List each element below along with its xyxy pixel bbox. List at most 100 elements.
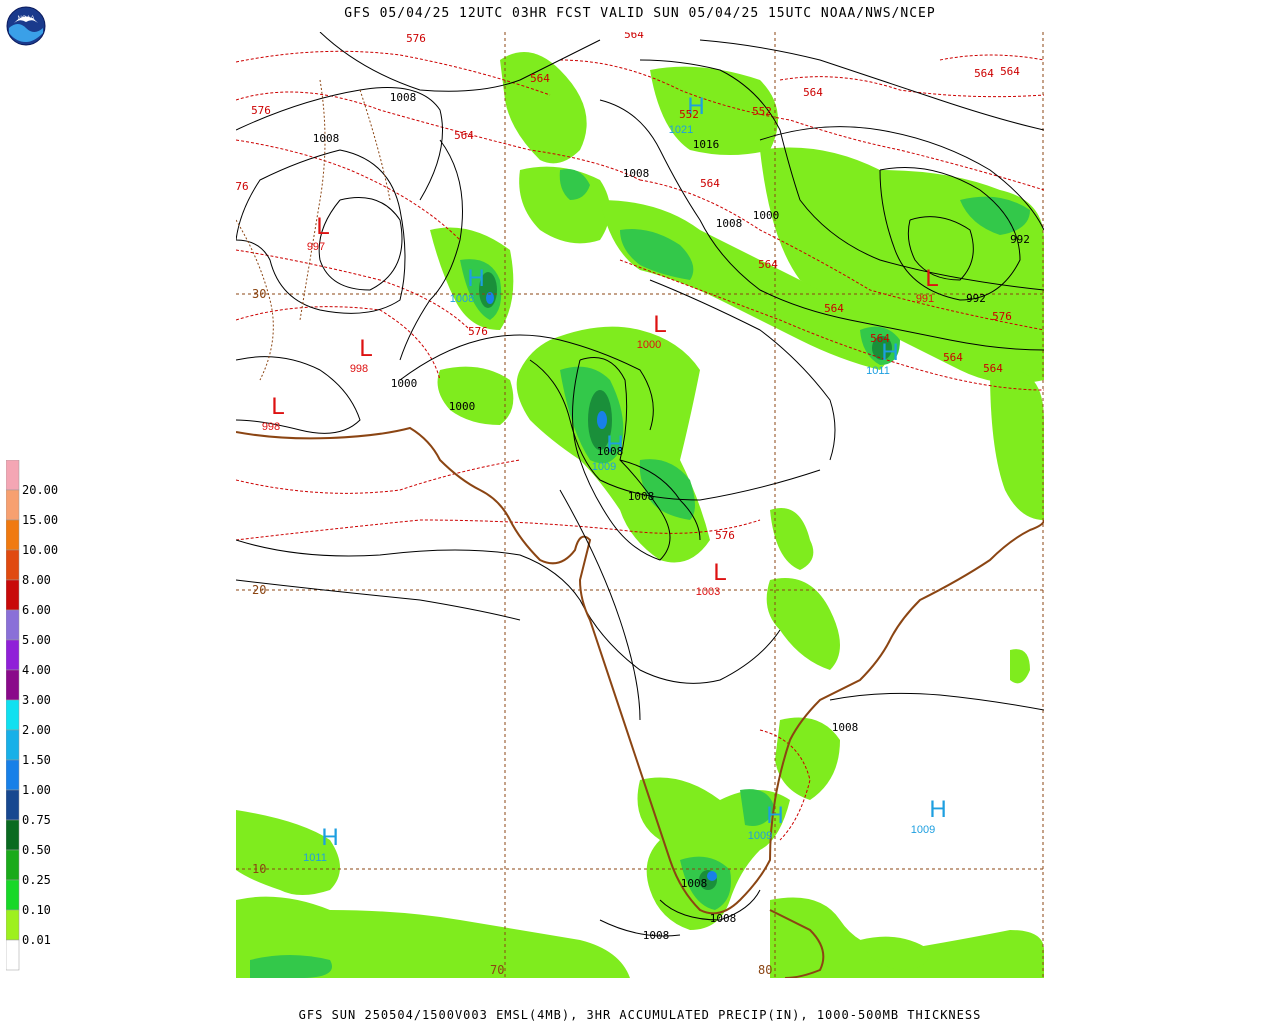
isobar-labels: 1008 1008 1016 1008 1008 1000 1000 1000 … <box>313 91 1030 942</box>
svg-text:H: H <box>687 93 704 120</box>
thickness-label: 564 <box>983 362 1003 375</box>
isobar-label: 1008 <box>643 929 670 942</box>
thickness-label: 576 <box>251 104 271 117</box>
legend-label: 4.00 <box>22 663 51 677</box>
legend-swatch <box>6 759 20 791</box>
lat-label: 10 <box>252 862 266 876</box>
thickness-label: 564 <box>803 86 823 99</box>
legend-swatch <box>6 789 20 821</box>
svg-text:L: L <box>925 265 938 292</box>
svg-text:L: L <box>359 335 372 362</box>
thickness-label: 564 <box>530 72 550 85</box>
isobars <box>236 32 1044 937</box>
thickness-label: 552 <box>679 108 699 121</box>
high-center-value: 1021 <box>669 124 693 136</box>
legend-swatch <box>6 699 20 731</box>
low-center-value: 1000 <box>637 339 661 351</box>
thickness-label: 564 <box>1000 65 1020 78</box>
legend-swatch <box>6 849 20 881</box>
thickness-label: 564 <box>758 258 778 271</box>
legend-label: 0.50 <box>22 843 51 857</box>
legend-swatch <box>6 579 20 611</box>
legend-label: 2.00 <box>22 723 51 737</box>
legend-label: 6.00 <box>22 603 51 617</box>
high-center: H 1021 <box>669 93 705 136</box>
legend-swatch <box>6 489 20 521</box>
legend-label: 0.75 <box>22 813 51 827</box>
isobar-label: 1008 <box>623 167 650 180</box>
legend-swatch <box>6 669 20 701</box>
isobar-label: 1000 <box>449 400 476 413</box>
thickness-label: 76 <box>236 180 249 193</box>
legend-swatch <box>6 639 20 671</box>
high-center-value: 1009 <box>748 830 772 842</box>
thickness-labels: 576 564 576 76 564 564 552 552 564 564 5… <box>236 32 1020 542</box>
chart-title: GFS 05/04/25 12UTC 03HR FCST VALID SUN 0… <box>344 6 936 21</box>
svg-text:H: H <box>606 431 623 458</box>
high-center-value: 1011 <box>866 365 890 377</box>
thickness-label: 552 <box>752 105 772 118</box>
legend-label: 1.00 <box>22 783 51 797</box>
thickness-label: 564 <box>700 177 720 190</box>
thickness-label: 564 <box>943 351 963 364</box>
legend-label: 0.10 <box>22 903 51 917</box>
high-center-value: 1008 <box>450 293 474 305</box>
high-center-value: 1011 <box>303 852 327 864</box>
legend-swatch <box>6 939 20 971</box>
chart-caption: GFS SUN 250504/1500V003 EMSL(4MB), 3HR A… <box>298 1008 982 1022</box>
precip-layer-peak <box>486 292 717 881</box>
low-center-value: 991 <box>916 293 934 305</box>
legend-swatch <box>6 729 20 761</box>
thickness-label: 564 <box>624 32 644 41</box>
coastline <box>236 426 1044 978</box>
legend-label: 5.00 <box>22 633 51 647</box>
legend-label: 0.01 <box>22 933 51 947</box>
isobar-label: 1000 <box>391 377 418 390</box>
legend-label: 15.00 <box>22 513 58 527</box>
logo-text: NOAA <box>17 16 34 22</box>
precip-layer-light <box>236 52 1044 978</box>
high-center-value: 1009 <box>911 824 935 836</box>
isobar-label: 1016 <box>693 138 720 151</box>
svg-text:H: H <box>321 824 338 851</box>
legend-swatch <box>6 549 20 581</box>
svg-text:H: H <box>929 796 946 823</box>
thickness-label: 576 <box>406 32 426 45</box>
isobar-label: 1008 <box>681 877 708 890</box>
legend-swatch <box>6 909 20 941</box>
svg-text:L: L <box>271 393 284 420</box>
grid-labels: 30 20 10 70 80 <box>252 287 772 977</box>
svg-text:L: L <box>316 213 329 240</box>
thickness-label: 576 <box>715 529 735 542</box>
thickness-label: 564 <box>974 67 994 80</box>
high-center-value: 1009 <box>592 461 616 473</box>
legend-swatch <box>6 609 20 641</box>
legend-swatch <box>6 819 20 851</box>
legend-label: 3.00 <box>22 693 51 707</box>
low-center-value: 998 <box>262 421 280 433</box>
lon-label: 80 <box>758 963 772 977</box>
isobar-label: 1008 <box>313 132 340 145</box>
lon-label: 70 <box>490 963 504 977</box>
svg-text:H: H <box>881 339 898 366</box>
legend-label: 8.00 <box>22 573 51 587</box>
isobar-label: 1008 <box>628 490 655 503</box>
svg-text:H: H <box>766 802 783 829</box>
legend-swatch <box>6 460 20 491</box>
lat-label: 20 <box>252 583 266 597</box>
legend-label: 20.00 <box>22 483 58 497</box>
thickness-label: 564 <box>870 332 890 345</box>
isobar-label: 992 <box>966 292 986 305</box>
svg-text:L: L <box>713 559 726 586</box>
legend-label: 10.00 <box>22 543 58 557</box>
